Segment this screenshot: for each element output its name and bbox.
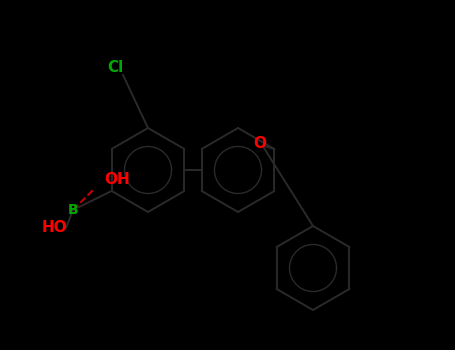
Text: B: B <box>68 203 78 217</box>
Text: O: O <box>253 135 267 150</box>
Text: OH: OH <box>104 173 130 188</box>
Text: HO: HO <box>42 220 68 236</box>
Text: Cl: Cl <box>107 61 123 76</box>
